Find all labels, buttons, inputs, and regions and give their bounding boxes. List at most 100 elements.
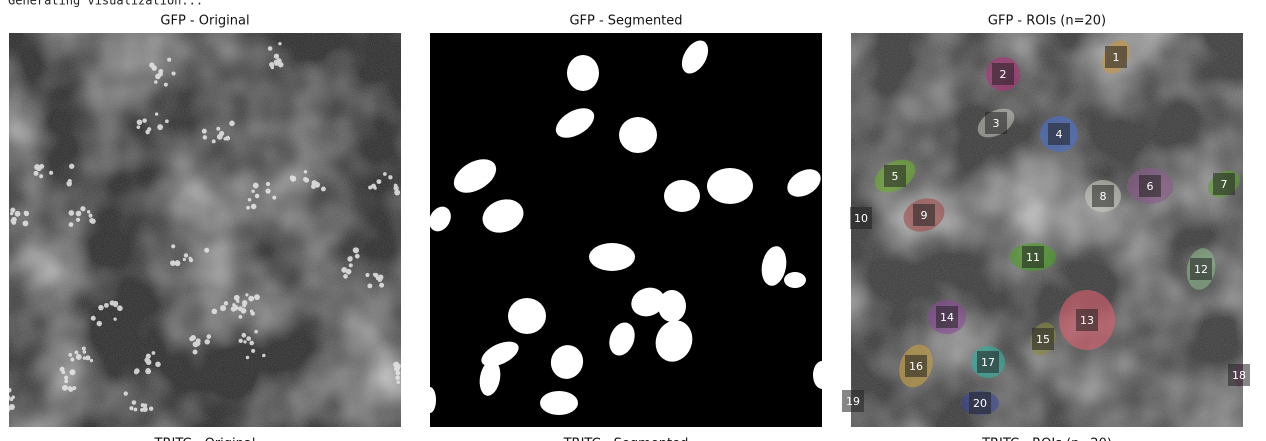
nucleus-spot <box>59 366 65 372</box>
nucleus-spot <box>201 128 207 134</box>
roi-label: 9 <box>921 209 928 222</box>
nucleus-spot <box>109 300 115 306</box>
roi-label: 20 <box>973 397 987 410</box>
nucleus-spot <box>75 354 82 360</box>
nucleus-mask <box>430 387 436 413</box>
nucleus-spot <box>68 210 75 216</box>
nucleus-spot <box>388 175 393 180</box>
nucleus-spot <box>278 61 284 68</box>
nucleus-spot <box>145 129 150 135</box>
nucleus-spot <box>202 135 208 140</box>
nucleus-spot <box>61 384 68 391</box>
nucleus-spot <box>320 186 326 192</box>
nucleus-spot <box>252 182 259 189</box>
nucleus-spot <box>250 311 256 316</box>
nucleus-spot <box>265 188 271 194</box>
roi-label: 15 <box>1036 333 1050 346</box>
nucleus-spot <box>393 185 399 191</box>
nucleus-spot <box>136 119 143 126</box>
roi-label: 3 <box>993 117 1000 130</box>
nucleus-spot <box>394 189 401 196</box>
nucleus-spot <box>89 358 94 363</box>
nucleus-spot <box>302 177 308 182</box>
nucleus-spot <box>233 294 240 301</box>
nucleus-spot <box>343 274 348 279</box>
nucleus-mask <box>589 243 635 271</box>
nucleus-spot <box>188 256 192 260</box>
nucleus-spot <box>341 267 348 273</box>
nucleus-spot <box>246 205 250 210</box>
roi-label-box <box>1105 46 1127 68</box>
nucleus-spot <box>403 364 408 369</box>
roi-label: 6 <box>1147 180 1154 193</box>
nucleus-spot <box>86 210 91 214</box>
nucleus-spot <box>49 170 54 175</box>
roi-label: 11 <box>1026 251 1040 264</box>
nucleus-spot <box>216 133 223 140</box>
nucleus-spot <box>123 391 128 396</box>
panel-title: TRITC - Segmented <box>563 437 689 441</box>
nucleus-spot <box>183 253 189 258</box>
nucleus-spot <box>154 112 159 116</box>
nucleus-spot <box>204 247 210 253</box>
nucleus-spot <box>165 119 169 124</box>
nucleus-mask <box>619 117 657 153</box>
roi-label-box <box>884 165 906 187</box>
nucleus-spot <box>242 300 248 306</box>
nucleus-spot <box>251 189 255 193</box>
nucleus-mask <box>482 199 524 233</box>
nucleus-mask <box>787 169 821 197</box>
log-line: Generating visualization... <box>8 0 203 8</box>
nucleus-spot <box>245 293 249 297</box>
roi-label-box <box>992 63 1014 85</box>
nucleus-spot <box>85 355 91 361</box>
nucleus-spot <box>155 361 161 368</box>
nucleus-spot <box>373 272 379 278</box>
nucleus-spot <box>33 170 39 176</box>
roi-label: 18 <box>1232 369 1246 382</box>
roi-label-box <box>1032 328 1054 350</box>
nucleus-spot <box>289 175 295 180</box>
nucleus-spot <box>395 370 401 376</box>
nucleus-mask <box>658 290 686 322</box>
nucleus-mask <box>453 159 497 193</box>
nucleus-spot <box>249 340 254 346</box>
nucleus-mask <box>681 40 709 74</box>
nucleus-spot <box>354 253 360 259</box>
roi-label: 7 <box>1221 178 1228 191</box>
nucleus-spot <box>272 195 277 200</box>
nucleus-spot <box>163 82 168 87</box>
nucleus-spot <box>238 338 243 344</box>
roi-label-box <box>1213 173 1235 195</box>
nucleus-mask <box>609 322 635 356</box>
roi-label: 19 <box>846 395 860 408</box>
nucleus-spot <box>267 46 273 51</box>
roi-label: 4 <box>1056 128 1063 141</box>
nucleus-spot <box>9 211 14 216</box>
roi-label-box <box>977 351 999 373</box>
nucleus-spot <box>136 125 141 130</box>
nucleus-mask <box>479 360 501 396</box>
nucleus-spot <box>211 308 218 315</box>
panel-title: TRITC - Original <box>154 437 256 441</box>
nucleus-mask <box>540 391 578 415</box>
nucleus-spot <box>240 308 247 314</box>
roi-label-box <box>985 112 1007 134</box>
nucleus-spot <box>22 220 29 227</box>
nucleus-spot <box>245 355 250 360</box>
nucleus-spot <box>64 379 69 384</box>
nucleus-spot <box>376 179 382 185</box>
nucleus-spot <box>238 315 243 319</box>
nucleus-spot <box>98 304 104 311</box>
roi-label-box <box>1022 246 1044 268</box>
nucleus-spot <box>246 336 252 341</box>
roi-label-box <box>1076 309 1098 331</box>
nucleus-spot <box>353 247 360 254</box>
nucleus-spot <box>365 273 370 278</box>
nucleus-spot <box>254 193 260 199</box>
nucleus-spot <box>265 181 271 187</box>
nucleus-spot <box>379 282 385 288</box>
nucleus-mask <box>664 180 700 212</box>
nucleus-spot <box>3 401 8 406</box>
nucleus-spot <box>117 305 123 312</box>
